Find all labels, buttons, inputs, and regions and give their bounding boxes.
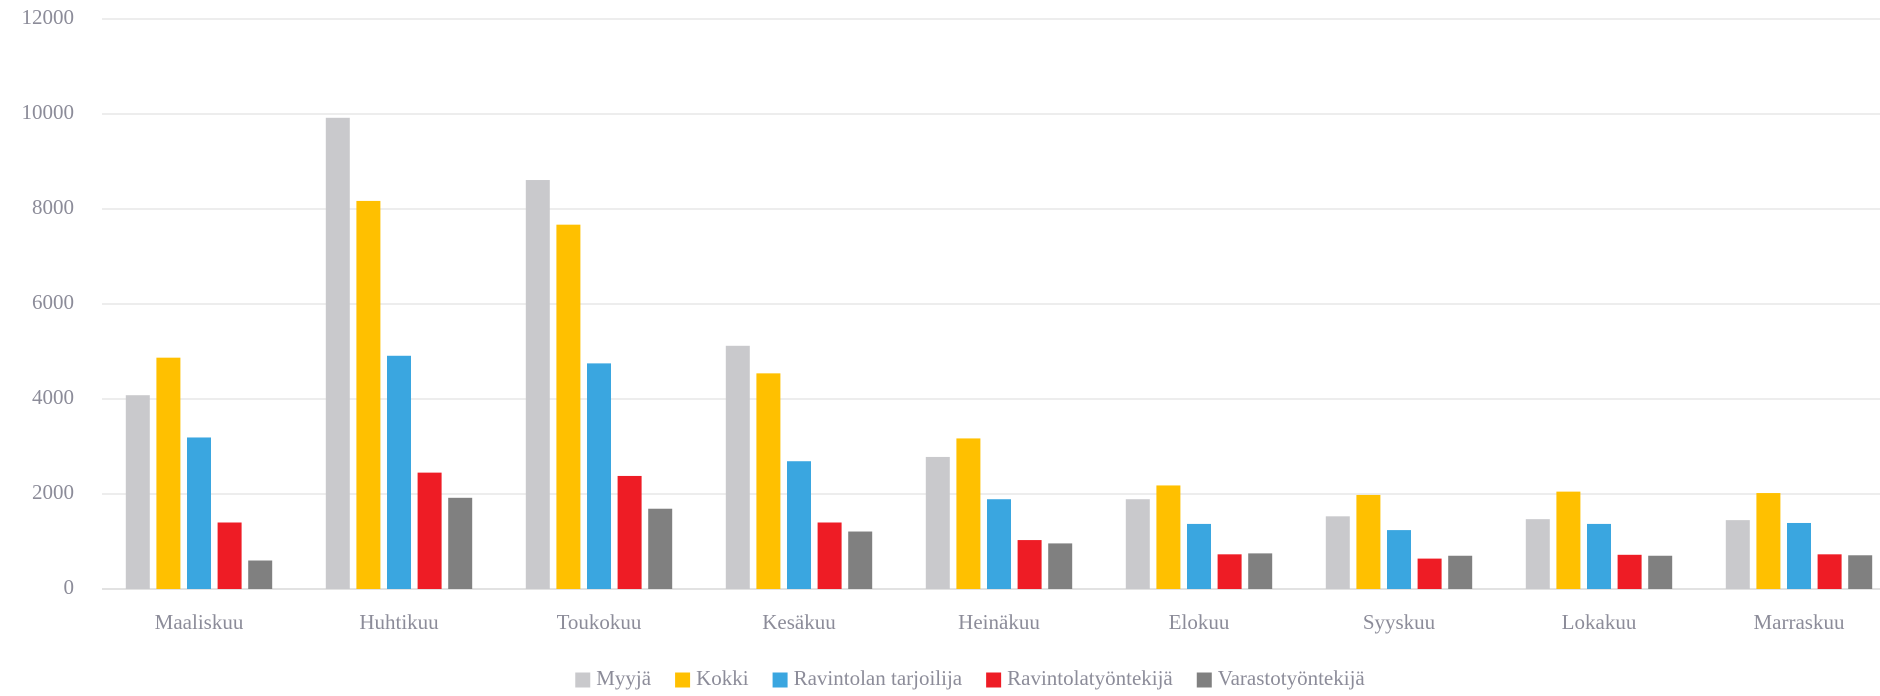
bar	[1756, 493, 1781, 589]
bar	[956, 438, 981, 589]
legend-swatch	[772, 672, 788, 688]
legend-label: Ravintolan tarjoilija	[794, 666, 963, 690]
x-tick-label: Toukokuu	[557, 610, 642, 634]
bar	[1248, 553, 1273, 589]
bar	[925, 456, 950, 589]
legend-swatch	[675, 672, 691, 688]
bar	[1125, 499, 1150, 589]
bar	[1156, 485, 1181, 589]
y-tick-label: 4000	[32, 385, 74, 409]
bar	[1556, 491, 1581, 589]
y-tick-label: 2000	[32, 480, 74, 504]
bar	[525, 180, 550, 589]
bar	[587, 363, 611, 589]
y-tick-label: 8000	[32, 195, 74, 219]
bar	[448, 497, 473, 589]
bar	[417, 472, 442, 589]
bar	[1787, 522, 1811, 589]
bar	[387, 355, 411, 589]
x-tick-label: Elokuu	[1169, 610, 1230, 634]
bar	[1817, 554, 1842, 589]
bar	[756, 373, 781, 589]
bar	[1387, 530, 1411, 589]
bar	[1448, 555, 1473, 589]
bar	[1187, 523, 1211, 589]
legend-swatch	[986, 672, 1002, 688]
y-tick-label: 10000	[22, 100, 75, 124]
bar	[1648, 555, 1673, 589]
bar	[1848, 555, 1873, 589]
bar	[1587, 523, 1611, 589]
legend-label: Kokki	[696, 666, 749, 690]
x-tick-label: Maaliskuu	[155, 610, 244, 634]
legend-label: Myyjä	[596, 666, 652, 690]
bar	[617, 475, 642, 589]
legend-label: Ravintolatyöntekijä	[1007, 666, 1173, 690]
bar	[787, 461, 811, 589]
bar	[125, 395, 150, 589]
bar	[1356, 494, 1381, 589]
bar	[1525, 519, 1550, 589]
legend-label: Varastotyöntekijä	[1218, 666, 1366, 690]
bar	[1217, 554, 1242, 589]
bar	[1325, 516, 1350, 589]
bar	[156, 357, 181, 589]
bar	[248, 560, 273, 589]
bar	[556, 224, 581, 590]
bar	[987, 499, 1011, 589]
bar	[1417, 558, 1442, 589]
x-tick-label: Kesäkuu	[762, 610, 836, 634]
bar	[1617, 554, 1642, 589]
x-tick-label: Heinäkuu	[958, 610, 1040, 634]
bar	[187, 437, 211, 589]
bar	[217, 522, 242, 589]
bar	[356, 200, 381, 590]
y-tick-label: 0	[64, 575, 75, 599]
bar	[1725, 520, 1750, 589]
bar	[1017, 540, 1042, 589]
x-tick-label: Huhtikuu	[359, 610, 439, 634]
x-tick-label: Syyskuu	[1363, 610, 1436, 634]
x-tick-label: Lokakuu	[1562, 610, 1637, 634]
bar	[848, 531, 873, 589]
x-tick-label: Marraskuu	[1754, 610, 1845, 634]
y-tick-label: 6000	[32, 290, 74, 314]
bar	[325, 117, 350, 590]
bar	[725, 345, 750, 589]
bar	[1048, 543, 1073, 589]
legend-swatch	[575, 672, 591, 688]
bar	[817, 522, 842, 589]
bar	[648, 508, 673, 589]
y-tick-label: 12000	[22, 5, 75, 29]
legend-swatch	[1196, 672, 1212, 688]
